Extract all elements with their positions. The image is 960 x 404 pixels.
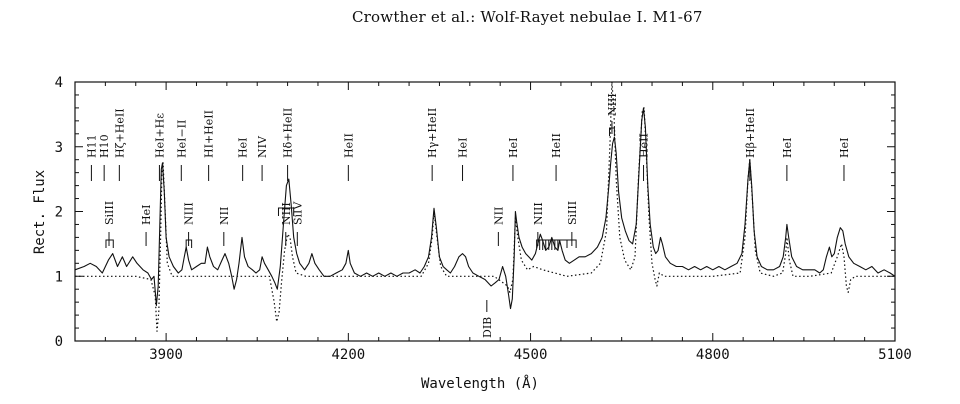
line-id-label: H11 bbox=[85, 134, 98, 158]
line-id-label: H10 bbox=[98, 134, 111, 158]
y-axis-title: Rect. Flux bbox=[32, 170, 48, 254]
plot-border bbox=[74, 81, 896, 342]
spectrum-series bbox=[74, 81, 896, 332]
x-tick-label: 3900 bbox=[149, 347, 183, 363]
blend-bracket bbox=[566, 239, 577, 248]
line-id-label: Hζ+HeII bbox=[113, 108, 126, 158]
line-id-label: HeI−II bbox=[175, 120, 188, 158]
line-id-label: Hβ+HeII bbox=[744, 108, 757, 158]
plot-frame bbox=[74, 81, 896, 342]
line-id-label: NIII bbox=[532, 202, 545, 225]
line-id-label: SiIV bbox=[291, 201, 304, 225]
blend-bracket bbox=[105, 239, 114, 248]
blend-bracket bbox=[609, 127, 615, 136]
axis-ticks: 3900 4200 4500 4800 5100 0 1 2 3 4 bbox=[55, 75, 912, 363]
line-id-label: HeI bbox=[140, 205, 153, 225]
line-id-markers bbox=[90, 121, 845, 312]
line-id-label: NIII bbox=[606, 93, 619, 116]
blend-bracket bbox=[185, 239, 193, 248]
line-id-label: HeII bbox=[550, 133, 563, 158]
line-id-label: Hδ+HeII bbox=[282, 108, 295, 158]
x-tick-label: 4200 bbox=[331, 347, 365, 363]
line-id-label: HeII bbox=[342, 133, 355, 158]
line-id-label: SiIII bbox=[103, 201, 116, 225]
x-tick-label: 4500 bbox=[514, 347, 548, 363]
x-tick-label: 4800 bbox=[696, 347, 730, 363]
spectrum-line-dotted bbox=[75, 81, 895, 332]
line-id-label: HeII bbox=[638, 133, 651, 158]
running-head: Crowther et al.: Wolf-Rayet nebulae I. M… bbox=[352, 8, 703, 26]
y-tick-label: 3 bbox=[55, 140, 63, 156]
line-id-label: NIII bbox=[280, 202, 293, 225]
y-tick-label: 1 bbox=[55, 269, 63, 285]
line-id-label: Hγ+HeII bbox=[426, 108, 439, 158]
line-id-label: HeI bbox=[457, 138, 470, 158]
line-id-label: HeI bbox=[507, 138, 520, 158]
y-tick-label: 2 bbox=[55, 205, 63, 221]
line-id-label: SiIII bbox=[566, 201, 579, 225]
line-id-labels: H11 H10 Hζ+HeII HeI+Hε HeI−II HI+HeII HeI NIV Hδ… bbox=[85, 93, 851, 338]
x-axis-title: Wavelength (Å) bbox=[421, 375, 539, 392]
blend-bracket bbox=[277, 207, 295, 216]
line-id-label: HeI bbox=[237, 138, 250, 158]
line-id-label: NIII bbox=[183, 202, 196, 225]
line-id-label: HI+HeII bbox=[203, 110, 216, 158]
line-id-label: NIV bbox=[256, 135, 269, 158]
line-id-label: NII bbox=[492, 207, 505, 225]
line-id-label: DIB bbox=[481, 317, 494, 338]
y-tick-label: 4 bbox=[55, 75, 63, 91]
spectrum-line-solid bbox=[74, 107, 896, 310]
line-id-label: NII bbox=[218, 207, 231, 225]
x-tick-label: 5100 bbox=[878, 347, 912, 363]
line-id-label: HeI bbox=[838, 138, 851, 158]
line-id-label: HeI bbox=[781, 138, 794, 158]
line-id-label: HeI+Hε bbox=[153, 113, 166, 158]
y-tick-label: 0 bbox=[55, 334, 63, 350]
